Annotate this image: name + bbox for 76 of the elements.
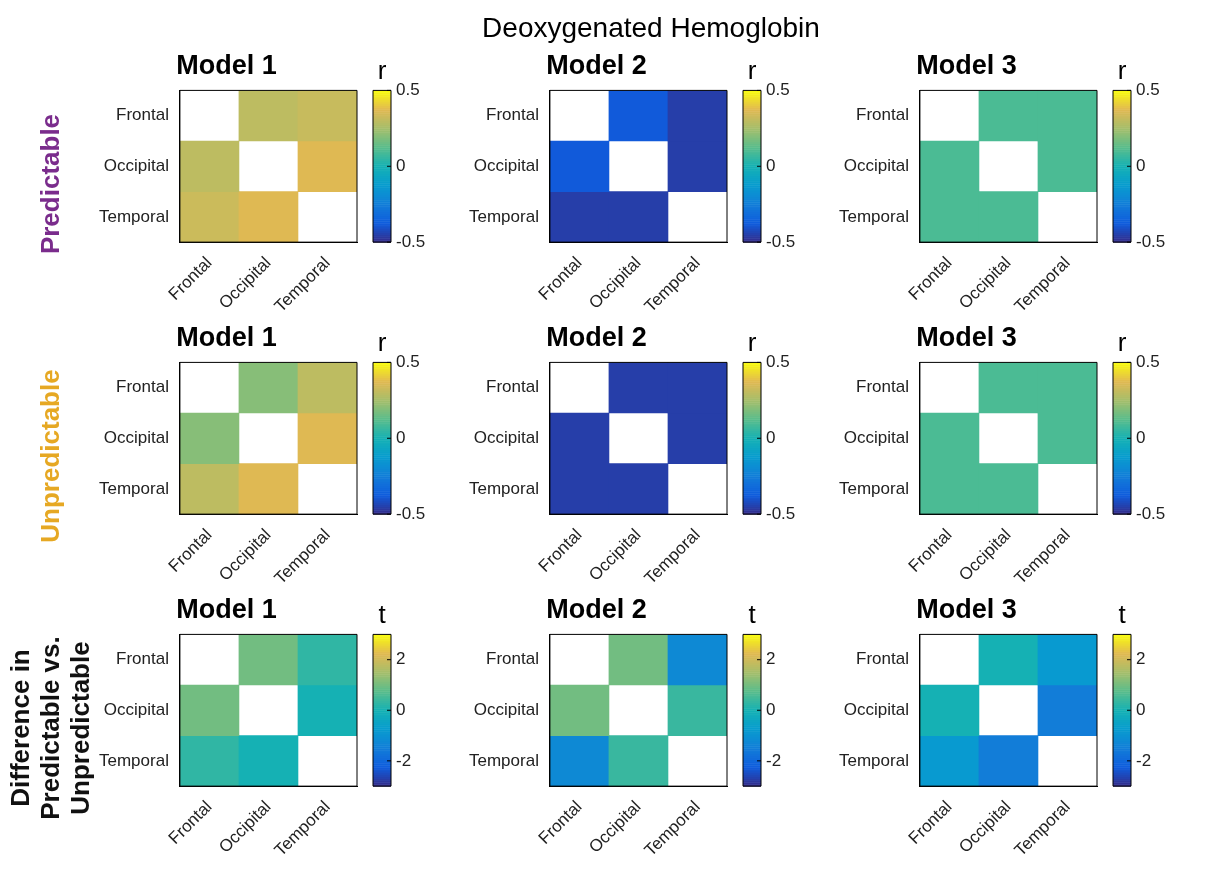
color-bar-label: 0.5 bbox=[396, 80, 420, 100]
y-tick-label: Frontal bbox=[486, 105, 539, 125]
y-axis-title: Predictable bbox=[35, 112, 65, 257]
color-bar-label: 0 bbox=[1136, 427, 1146, 447]
color-bar-label: 0 bbox=[766, 155, 776, 175]
y-tick-label: Temporal bbox=[99, 478, 169, 498]
chart-title: Model 3 bbox=[916, 593, 1017, 624]
y-tick-label: Occipital bbox=[843, 427, 909, 447]
y-tick-label: Frontal bbox=[856, 105, 909, 125]
color-bar-label: -0.5 bbox=[396, 231, 426, 251]
chart-title: Model 2 bbox=[546, 593, 647, 624]
color-bar-label: 0.5 bbox=[766, 352, 790, 372]
color-bar-title: r bbox=[747, 54, 757, 85]
color-bar-label: 0 bbox=[766, 699, 776, 719]
y-tick-label: Occipital bbox=[103, 699, 169, 719]
chart-title: Model 2 bbox=[546, 49, 647, 80]
chart-title: Model 2 bbox=[546, 321, 647, 352]
color-bar-title: r bbox=[1117, 54, 1127, 85]
y-tick-label: Frontal bbox=[856, 377, 909, 397]
color-bar-label: 0 bbox=[396, 155, 406, 175]
color-bar-label: 2 bbox=[396, 649, 406, 669]
y-tick-label: Temporal bbox=[469, 478, 539, 498]
color-bar-label: 0.5 bbox=[1136, 352, 1160, 372]
color-bar-label: -0.5 bbox=[396, 503, 426, 523]
chart-title: Model 3 bbox=[916, 49, 1017, 80]
color-bar-label: 0 bbox=[766, 427, 776, 447]
color-bar-label: 0 bbox=[396, 427, 406, 447]
color-bar-label: -2 bbox=[766, 750, 782, 770]
color-bar-label: 0.5 bbox=[766, 80, 790, 100]
color-bar-label: -0.5 bbox=[766, 503, 796, 523]
y-tick-label: Temporal bbox=[99, 206, 169, 226]
color-bar-title: r bbox=[377, 54, 387, 85]
color-bar-title: t bbox=[748, 598, 757, 629]
color-bar-label: -0.5 bbox=[1136, 231, 1166, 251]
y-tick-label: Frontal bbox=[486, 649, 539, 669]
y-tick-label: Occipital bbox=[473, 699, 539, 719]
y-tick-label: Frontal bbox=[116, 649, 169, 669]
chart-title: Model 3 bbox=[916, 321, 1017, 352]
color-bar-label: 0 bbox=[1136, 699, 1146, 719]
y-tick-label: Temporal bbox=[469, 206, 539, 226]
y-tick-label: Occipital bbox=[843, 699, 909, 719]
y-tick-label: Temporal bbox=[839, 750, 909, 770]
color-bar-title: t bbox=[378, 598, 387, 629]
chart-title: Model 1 bbox=[176, 593, 277, 624]
color-bar-label: 2 bbox=[766, 649, 776, 669]
color-bar-title: r bbox=[377, 326, 387, 357]
y-tick-label: Frontal bbox=[856, 649, 909, 669]
color-bar-title: r bbox=[1117, 326, 1127, 357]
y-axis-title: Difference in Predictable vs. Unpredictable bbox=[5, 635, 95, 822]
color-bar-label: 0 bbox=[396, 699, 406, 719]
chart-title: Model 1 bbox=[176, 49, 277, 80]
color-bar-label: 0.5 bbox=[1136, 80, 1160, 100]
y-tick-label: Temporal bbox=[469, 750, 539, 770]
y-tick-label: Frontal bbox=[486, 377, 539, 397]
y-axis-title: Unpredictable bbox=[35, 368, 65, 545]
y-tick-label: Temporal bbox=[839, 206, 909, 226]
color-bar-label: -0.5 bbox=[1136, 503, 1166, 523]
color-bar-label: 2 bbox=[1136, 649, 1146, 669]
y-tick-label: Temporal bbox=[839, 478, 909, 498]
y-tick-label: Occipital bbox=[843, 155, 909, 175]
color-bar-label: -2 bbox=[1136, 750, 1152, 770]
y-tick-label: Occipital bbox=[103, 155, 169, 175]
color-bar-label: 0 bbox=[1136, 155, 1146, 175]
text: Deoxygenated Hemoglobin bbox=[481, 11, 821, 45]
chart-title: Model 1 bbox=[176, 321, 277, 352]
color-bar-title: r bbox=[747, 326, 757, 357]
y-tick-label: Frontal bbox=[116, 377, 169, 397]
y-tick-label: Occipital bbox=[473, 427, 539, 447]
color-bar-label: -2 bbox=[396, 750, 412, 770]
y-tick-label: Temporal bbox=[99, 750, 169, 770]
color-bar-label: 0.5 bbox=[396, 352, 420, 372]
color-bar-label: -0.5 bbox=[766, 231, 796, 251]
y-tick-label: Occipital bbox=[473, 155, 539, 175]
y-tick-label: Frontal bbox=[116, 105, 169, 125]
y-tick-label: Occipital bbox=[103, 427, 169, 447]
color-bar-title: t bbox=[1118, 598, 1127, 629]
